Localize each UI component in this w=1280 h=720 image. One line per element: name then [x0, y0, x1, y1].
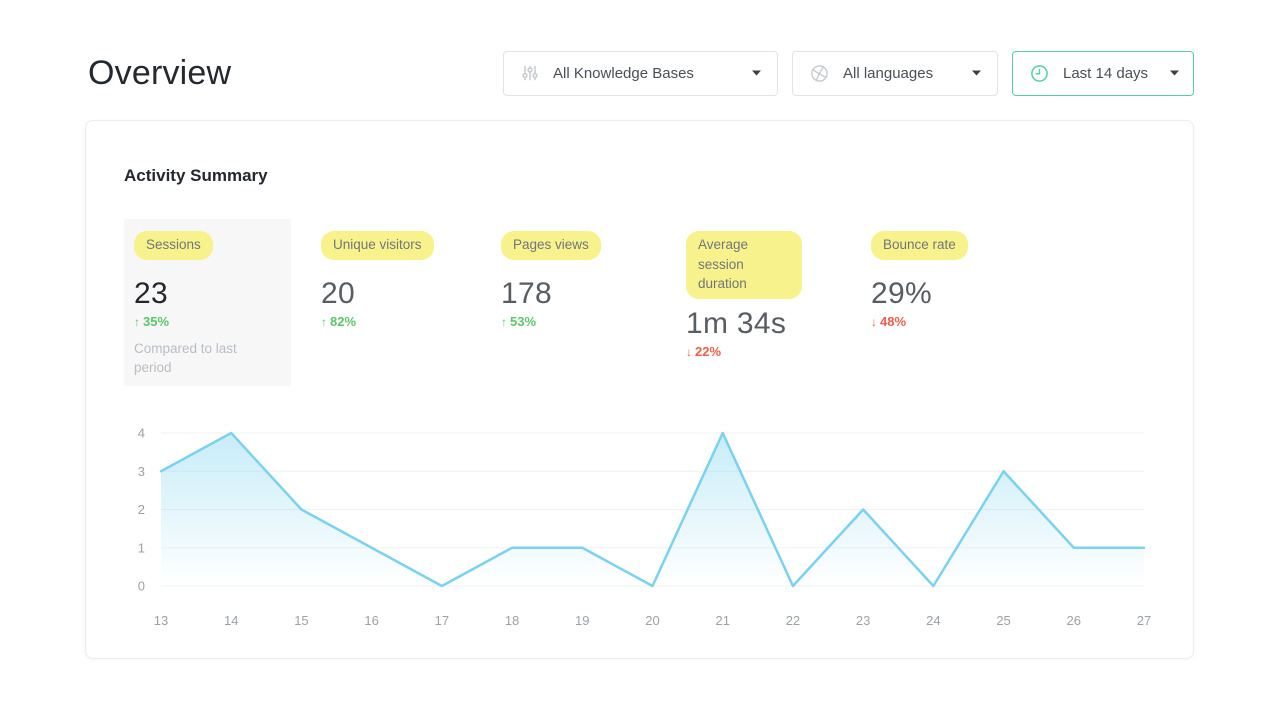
svg-text:27: 27 [1137, 613, 1151, 628]
metric-label: Unique visitors [321, 231, 434, 260]
metric-value: 23 [134, 276, 168, 310]
arrow-down-icon: ↓ [871, 314, 877, 329]
svg-text:22: 22 [786, 613, 800, 628]
metric-bounce-rate[interactable]: Bounce rate 29% ↓ 48% [871, 219, 1051, 386]
chevron-down-icon [730, 70, 761, 76]
svg-text:19: 19 [575, 613, 589, 628]
arrow-up-icon: ↑ [134, 314, 140, 329]
metric-avg-session-duration[interactable]: Average session duration 1m 34s ↓ 22% [686, 219, 871, 386]
languages-value: All languages [843, 64, 934, 82]
metrics-row: Sessions 23 ↑ 35% Compared to last period… [124, 219, 1051, 386]
svg-text:4: 4 [138, 426, 145, 441]
page-header: Overview All Knowledge Bases [88, 50, 1194, 96]
metric-label: Bounce rate [871, 231, 968, 260]
metric-label: Sessions [134, 231, 213, 260]
knowledge-bases-dropdown[interactable]: All Knowledge Bases [503, 50, 778, 96]
metric-value: 1m 34s [686, 306, 787, 340]
sessions-area-chart[interactable]: 0 1 2 3 4 13 14 15 16 17 18 19 20 21 22 23 24 25 26 27 [124, 419, 1158, 631]
metric-label: Pages views [501, 231, 601, 260]
svg-text:23: 23 [856, 613, 870, 628]
svg-text:20: 20 [645, 613, 659, 628]
svg-text:13: 13 [154, 613, 168, 628]
chevron-down-icon [1148, 70, 1180, 76]
svg-text:25: 25 [996, 613, 1010, 628]
metric-value: 178 [501, 276, 552, 310]
card-title: Activity Summary [124, 166, 268, 185]
metric-value: 29% [871, 276, 932, 310]
arrow-down-icon: ↓ [686, 344, 692, 359]
globe-icon [810, 64, 829, 83]
date-range-dropdown[interactable]: Last 14 days [1012, 50, 1194, 96]
chevron-down-icon [950, 70, 981, 76]
svg-text:0: 0 [138, 579, 145, 594]
activity-summary-card: Activity Summary Sessions 23 ↑ 35% Compar… [85, 120, 1194, 659]
page-title: Overview [88, 53, 232, 92]
svg-text:2: 2 [138, 502, 145, 517]
arrow-up-icon: ↑ [501, 314, 507, 329]
svg-text:16: 16 [364, 613, 378, 628]
languages-dropdown[interactable]: All languages [792, 50, 998, 96]
sliders-icon [521, 64, 539, 82]
metric-delta: ↓ 48% [871, 313, 907, 329]
svg-text:24: 24 [926, 613, 940, 628]
metric-label: Average session duration [686, 231, 802, 299]
metric-delta: ↑ 82% [321, 313, 357, 329]
metric-note: Compared to last period [134, 340, 237, 376]
metric-delta: ↑ 35% [134, 313, 170, 329]
svg-text:15: 15 [294, 613, 308, 628]
svg-text:1: 1 [138, 540, 145, 555]
metric-pages-views[interactable]: Pages views 178 ↑ 53% [501, 219, 686, 386]
svg-text:21: 21 [715, 613, 729, 628]
knowledge-bases-value: All Knowledge Bases [553, 64, 694, 82]
clock-icon [1030, 64, 1049, 83]
svg-text:3: 3 [138, 464, 145, 479]
date-range-value: Last 14 days [1063, 64, 1149, 82]
metric-delta: ↓ 22% [686, 343, 722, 359]
svg-text:17: 17 [435, 613, 449, 628]
arrow-up-icon: ↑ [321, 314, 327, 329]
metric-value: 20 [321, 276, 355, 310]
svg-text:14: 14 [224, 613, 238, 628]
metric-sessions[interactable]: Sessions 23 ↑ 35% Compared to last period [124, 219, 291, 386]
metric-delta: ↑ 53% [501, 313, 537, 329]
metric-unique-visitors[interactable]: Unique visitors 20 ↑ 82% [321, 219, 501, 386]
filter-bar: All Knowledge Bases All languages [503, 50, 1194, 96]
svg-text:26: 26 [1067, 613, 1081, 628]
svg-text:18: 18 [505, 613, 519, 628]
